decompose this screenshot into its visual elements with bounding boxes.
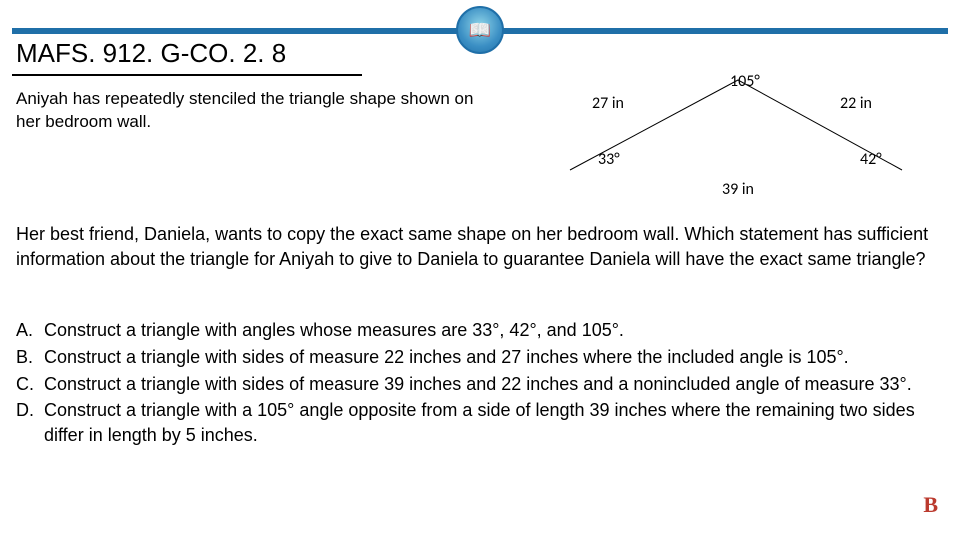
option-text: Construct a triangle with sides of measu… xyxy=(44,372,936,397)
option-text: Construct a triangle with a 105° angle o… xyxy=(44,398,936,448)
option-a: A. Construct a triangle with angles whos… xyxy=(16,318,936,343)
angle-top-label: 105° xyxy=(730,72,760,91)
option-d: D. Construct a triangle with a 105° angl… xyxy=(16,398,936,448)
option-c: C. Construct a triangle with sides of me… xyxy=(16,372,936,397)
standard-code: MAFS. 912. G-CO. 2. 8 xyxy=(16,38,286,69)
option-letter: D. xyxy=(16,398,44,448)
standard-underline xyxy=(12,74,362,76)
side-left-label: 27 in xyxy=(592,94,624,113)
side-bottom-label: 39 in xyxy=(722,180,754,199)
angle-left-label: 33° xyxy=(598,150,620,169)
option-text: Construct a triangle with angles whose m… xyxy=(44,318,936,343)
school-logo: 📖 xyxy=(456,6,504,54)
book-icon: 📖 xyxy=(469,20,491,41)
side-right-label: 22 in xyxy=(840,94,872,113)
option-text: Construct a triangle with sides of measu… xyxy=(44,345,936,370)
triangle-figure: 27 in 105° 22 in 33° 42° 39 in xyxy=(540,72,930,202)
option-letter: B. xyxy=(16,345,44,370)
answer-options: A. Construct a triangle with angles whos… xyxy=(16,318,936,450)
option-letter: A. xyxy=(16,318,44,343)
intro-text: Aniyah has repeatedly stenciled the tria… xyxy=(16,88,476,134)
angle-right-label: 42° xyxy=(860,150,882,169)
correct-answer: B xyxy=(923,492,938,518)
option-letter: C. xyxy=(16,372,44,397)
question-text: Her best friend, Daniela, wants to copy … xyxy=(16,222,940,272)
option-b: B. Construct a triangle with sides of me… xyxy=(16,345,936,370)
